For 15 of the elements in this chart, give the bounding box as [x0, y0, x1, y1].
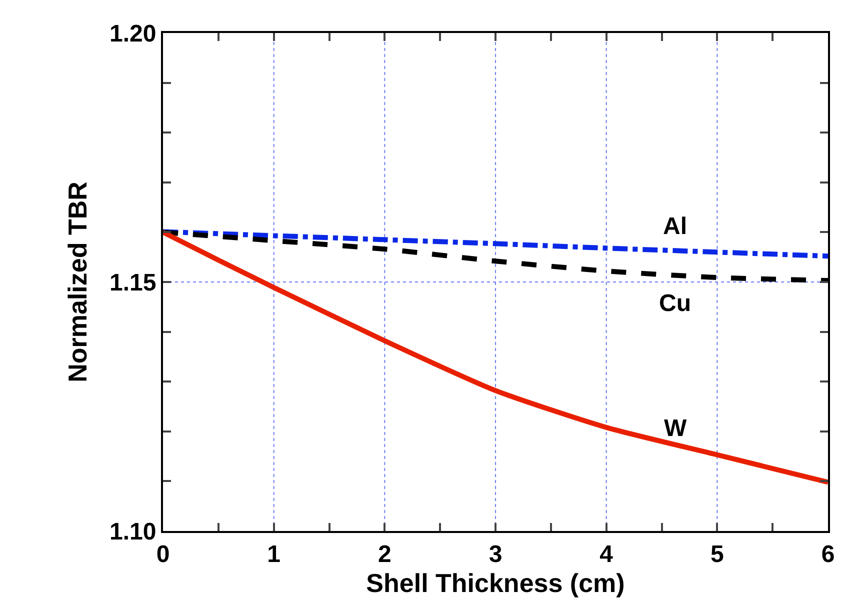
y-tick-label: 1.20	[109, 20, 156, 48]
series-label: Cu	[659, 290, 691, 317]
x-tick-label: 2	[378, 540, 392, 568]
series-label: Al	[663, 213, 687, 240]
x-tick-label: 1	[267, 540, 281, 568]
y-tick-label: 1.15	[109, 269, 156, 296]
x-tick-label: 6	[821, 540, 835, 568]
x-axis-title: Shell Thickness (cm)	[366, 568, 625, 598]
x-tick-label: 4	[600, 540, 614, 568]
y-axis-title: Normalized TBR	[62, 181, 92, 382]
y-tick-label: 1.10	[109, 518, 156, 546]
x-tick-label: 3	[488, 540, 502, 568]
series-label: W	[664, 415, 687, 442]
x-tick-label: 5	[710, 540, 724, 568]
x-tick-label: 0	[156, 540, 170, 568]
